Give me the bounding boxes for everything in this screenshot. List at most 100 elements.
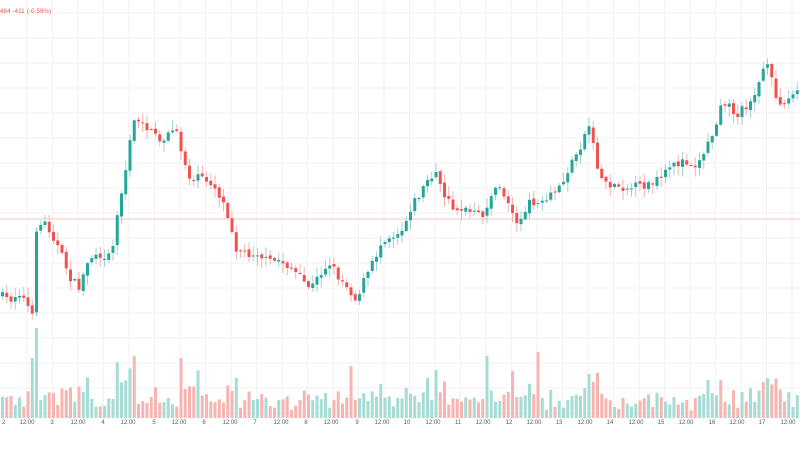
candle-body (336, 267, 340, 280)
time-axis-label: 12:00 (425, 420, 441, 426)
candle-body (409, 211, 412, 221)
candle-body (464, 207, 468, 212)
candle-body (540, 200, 544, 203)
candle-body (128, 140, 132, 171)
time-axis-label: 13 (555, 420, 563, 426)
candle-body (434, 172, 438, 178)
volume-bar (723, 401, 727, 418)
candle-body (468, 209, 472, 212)
volume-bar (464, 397, 468, 418)
time-axis-label: 12:00 (780, 420, 796, 426)
candle-body (519, 218, 523, 225)
candle-body (324, 268, 327, 275)
candle-body (625, 188, 629, 190)
volume-bar (13, 404, 17, 418)
candle-body (523, 212, 527, 220)
volume-bar (438, 392, 442, 418)
candle-body (672, 162, 676, 167)
volume-bar (149, 396, 153, 418)
candle-body (196, 174, 200, 181)
volume-bar (787, 392, 791, 418)
volume-bar (319, 399, 323, 418)
candle-body (685, 160, 689, 165)
volume-bar (426, 378, 429, 418)
candle-body (77, 278, 81, 290)
candle-body (302, 275, 306, 282)
grid-lines (0, 0, 800, 418)
volume-bar (209, 401, 213, 418)
candle-body (307, 281, 310, 287)
candle-body (328, 265, 332, 269)
candle-body (727, 103, 731, 107)
volume-bar (596, 372, 599, 418)
volume-bar (175, 406, 179, 418)
candle-body (766, 64, 769, 68)
candle-body (557, 185, 561, 193)
candle-body (617, 184, 621, 187)
candle-body (791, 94, 795, 99)
volume-bar (251, 399, 255, 418)
time-axis-label: 8 (304, 420, 308, 426)
candle-body (319, 275, 323, 278)
volume-bar (494, 401, 497, 418)
candle-body (281, 261, 285, 264)
volume-bar (642, 398, 646, 418)
candle-body (39, 224, 43, 231)
candle-body (358, 294, 361, 301)
candle-body (664, 169, 667, 178)
volume-bar (60, 388, 64, 418)
volume-bar (387, 396, 391, 418)
candle-body (387, 238, 391, 243)
volume-bar (659, 397, 663, 418)
candle-body (222, 196, 225, 203)
candle-body (413, 198, 417, 212)
volume-bar (753, 401, 757, 418)
candle-body (294, 268, 298, 272)
time-axis[interactable]: 2 12:00 3 12:00 4 12:00 5 12:00 6 12:00 7 12:00 8 12:… (0, 418, 800, 432)
volume-bar (664, 401, 667, 418)
candle-body (494, 187, 497, 195)
time-axis-label: 4 (101, 420, 105, 426)
volume-bar (162, 402, 166, 418)
volume-bar (498, 401, 502, 418)
candle-body (591, 127, 595, 143)
candle-body (757, 82, 761, 97)
candle-body (702, 154, 706, 161)
candle-body (132, 120, 136, 141)
volume-bar (740, 392, 744, 418)
volume-bar (460, 401, 463, 418)
candle-body (753, 95, 757, 103)
candle-body (285, 262, 289, 268)
candle-body (251, 255, 255, 257)
time-axis-label: 12:00 (323, 420, 339, 426)
candle-body (613, 183, 616, 187)
volume-bar (579, 395, 582, 418)
volume-bar (1, 396, 4, 418)
volume-bar (413, 395, 417, 418)
volume-bar (574, 395, 578, 418)
volume-bar (468, 399, 472, 418)
candle-body (73, 279, 77, 281)
volume-bar (710, 393, 714, 418)
candle-body (600, 168, 604, 178)
volume-bar (260, 393, 264, 418)
volume-bar (392, 406, 395, 418)
candle-body (515, 213, 519, 224)
time-axis-label: 6 (202, 420, 206, 426)
volume-bar (774, 378, 778, 418)
volume-bar (766, 378, 769, 418)
volume-bar (655, 392, 659, 418)
volume-bar (183, 388, 187, 418)
candle-body (587, 126, 591, 135)
candle-body (1, 292, 4, 297)
candle-body (69, 269, 72, 282)
volume-bar (103, 405, 106, 418)
candle-body (566, 173, 570, 183)
candle-body (375, 256, 378, 262)
volume-bar (353, 399, 357, 418)
candle-body (579, 149, 582, 155)
volume-bar (362, 393, 366, 418)
volume-bar (417, 402, 421, 418)
